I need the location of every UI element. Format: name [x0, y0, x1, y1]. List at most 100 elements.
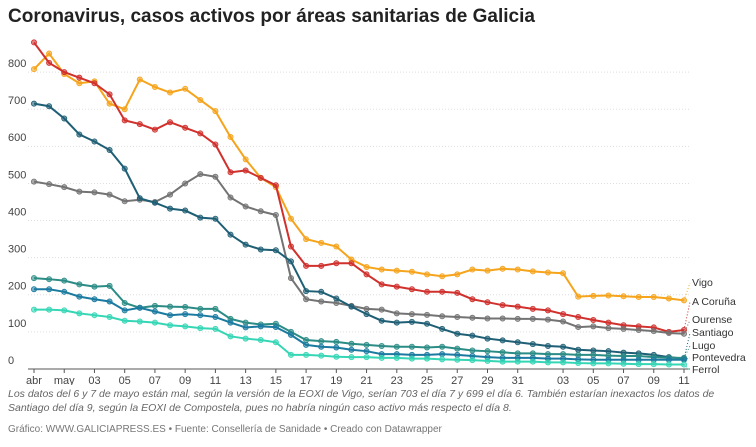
legend-label: Santiago [692, 327, 734, 339]
data-point [635, 327, 642, 334]
series-line [33, 41, 685, 333]
legend-label: A Coruña [692, 296, 736, 308]
data-point [76, 131, 83, 138]
data-point [590, 323, 597, 330]
data-point [46, 59, 53, 66]
y-tick-label: 500 [8, 169, 26, 181]
data-point [76, 74, 83, 81]
data-point [318, 262, 325, 269]
data-point [544, 316, 551, 323]
data-point [106, 100, 113, 107]
legend-label: Lugo [692, 340, 716, 352]
data-point [393, 319, 400, 326]
data-point [30, 66, 37, 73]
data-point [182, 207, 189, 214]
data-point [348, 303, 355, 310]
data-point [242, 167, 249, 174]
data-point [650, 361, 657, 368]
data-point [227, 333, 234, 340]
data-point [454, 271, 461, 278]
data-point [212, 215, 219, 222]
data-point [605, 319, 612, 326]
data-point [76, 188, 83, 195]
data-point [469, 296, 476, 303]
data-point [106, 314, 113, 321]
data-point [227, 231, 234, 238]
data-point [212, 325, 219, 332]
data-point [30, 275, 37, 282]
data-point [242, 335, 249, 342]
x-tick-label: 03 [88, 375, 100, 385]
data-point [303, 341, 310, 348]
data-point [529, 268, 536, 275]
data-point [212, 173, 219, 180]
data-point [635, 294, 642, 301]
data-point [378, 354, 385, 361]
data-point [106, 91, 113, 98]
data-point [363, 271, 370, 278]
data-point [529, 341, 536, 348]
data-point [439, 325, 446, 332]
data-point [439, 288, 446, 295]
x-tick-label: 15 [270, 375, 282, 385]
data-point [363, 311, 370, 318]
data-point [151, 126, 158, 133]
data-point [212, 314, 219, 321]
data-point [136, 195, 143, 202]
data-point [197, 312, 204, 319]
data-point [665, 330, 672, 337]
data-point [287, 331, 294, 338]
data-point [333, 243, 340, 250]
data-point [61, 288, 68, 295]
x-tick-label: abr [26, 375, 42, 385]
data-point [439, 273, 446, 280]
data-point [272, 247, 279, 254]
data-point [424, 288, 431, 295]
data-point [393, 267, 400, 274]
data-point [378, 266, 385, 273]
data-point [76, 310, 83, 317]
data-point [650, 328, 657, 335]
data-point [363, 305, 370, 312]
data-point [182, 311, 189, 318]
data-point [46, 103, 53, 110]
legend-connector [683, 319, 691, 334]
data-point [665, 361, 672, 368]
data-point [484, 315, 491, 322]
data-point [514, 339, 521, 346]
data-point [182, 180, 189, 187]
data-point [136, 304, 143, 311]
x-tick-label: 05 [119, 375, 131, 385]
data-point [348, 260, 355, 267]
data-point [121, 299, 128, 306]
x-tick-label: 17 [300, 375, 312, 385]
data-point [544, 342, 551, 349]
data-point [46, 276, 53, 283]
data-point [333, 344, 340, 351]
legend-label: Ourense [692, 314, 732, 326]
data-point [363, 354, 370, 361]
data-point [197, 96, 204, 103]
data-point [91, 312, 98, 319]
data-point [635, 361, 642, 368]
data-point [182, 304, 189, 311]
data-point [454, 345, 461, 352]
data-point [560, 318, 567, 325]
data-point [257, 208, 264, 215]
data-point [106, 282, 113, 289]
data-point [91, 189, 98, 196]
data-point [242, 203, 249, 210]
data-point [424, 311, 431, 318]
x-tick-label: may [54, 375, 75, 385]
data-point [575, 360, 582, 367]
data-point [484, 357, 491, 364]
legend-connector [683, 357, 691, 361]
data-point [484, 335, 491, 342]
y-tick-label: 400 [8, 206, 26, 218]
data-point [30, 100, 37, 107]
data-point [257, 337, 264, 344]
data-point [106, 191, 113, 198]
data-point [499, 315, 506, 322]
data-point [439, 313, 446, 320]
